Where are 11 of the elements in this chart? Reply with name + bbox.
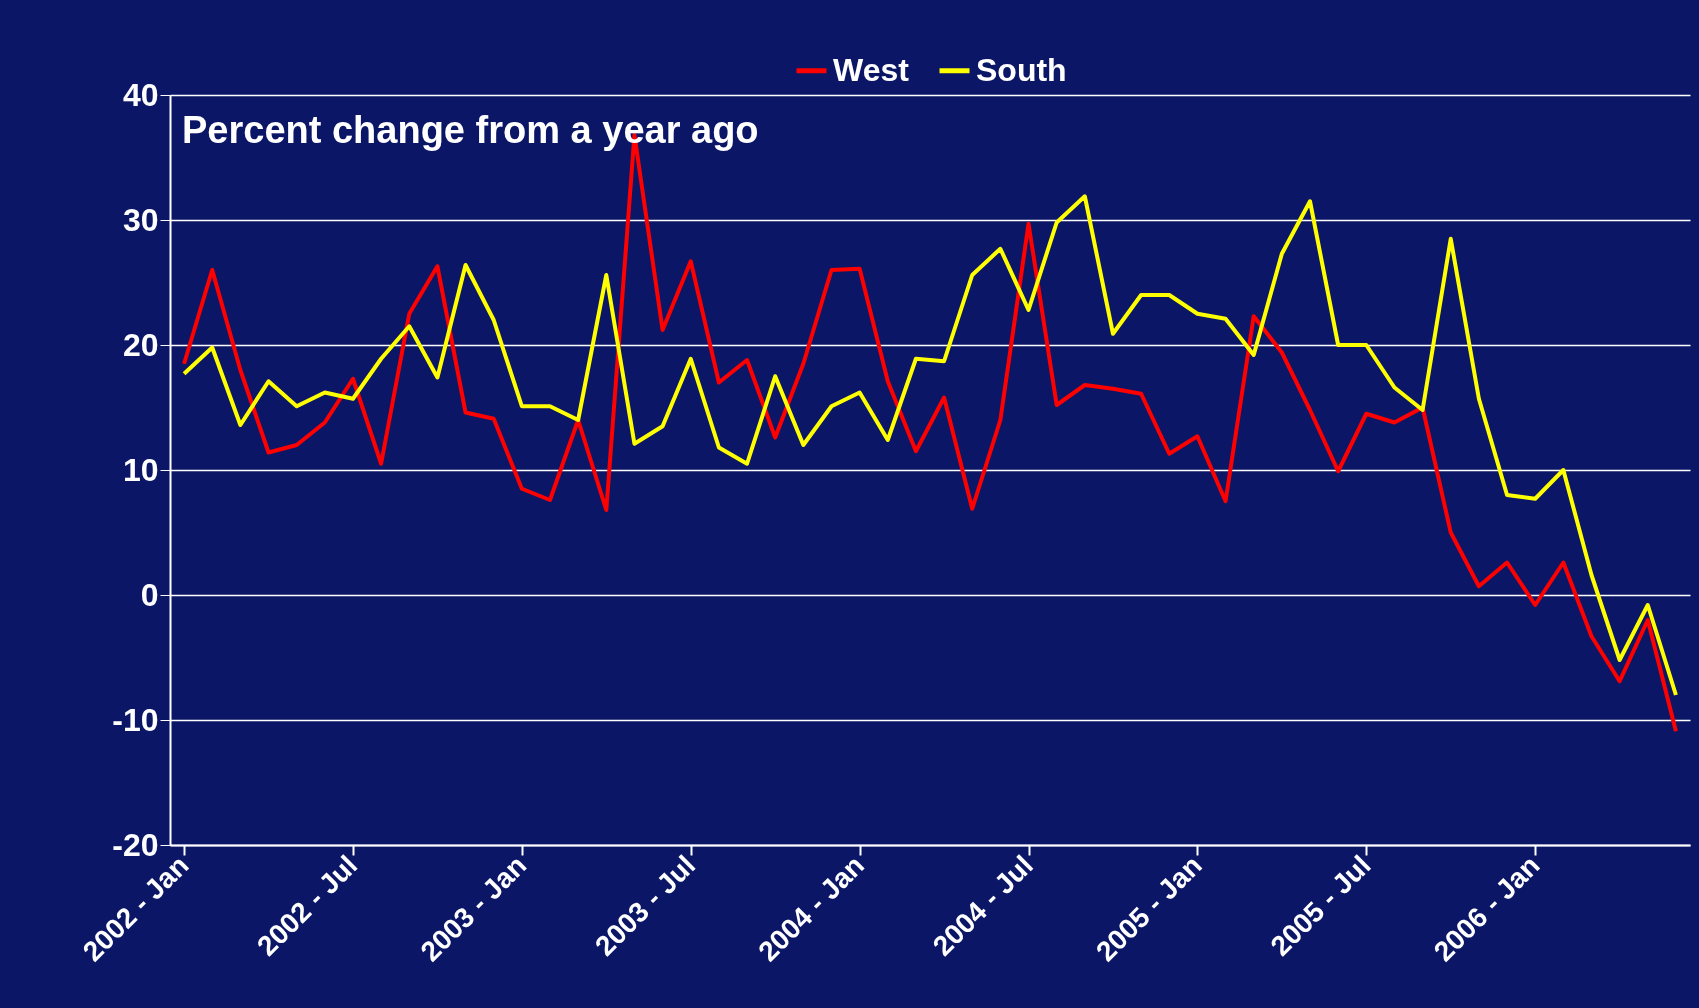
y-tick-label: 10 <box>122 451 159 488</box>
y-tick-label: 20 <box>122 326 159 363</box>
legend-label: South <box>976 51 1067 88</box>
y-tick-label: -20 <box>112 826 159 863</box>
y-tick-label: -10 <box>112 701 159 738</box>
y-tick-label: 30 <box>122 201 159 238</box>
legend-label: West <box>833 51 910 88</box>
annotation: Percent change from a year ago <box>182 109 759 151</box>
y-tick-label: 0 <box>140 576 159 613</box>
line-series <box>182 194 1678 697</box>
y-tick-label: 40 <box>122 76 159 113</box>
